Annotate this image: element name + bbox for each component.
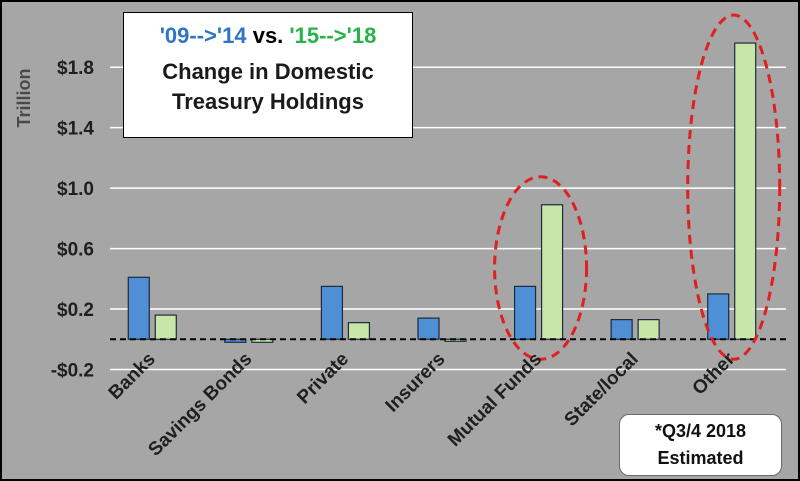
highlight-ellipses bbox=[493, 13, 782, 361]
y-tick-label: $0.2 bbox=[57, 300, 94, 321]
y-tick-label: $1.8 bbox=[57, 58, 94, 79]
bar-series2 bbox=[637, 319, 660, 340]
y-tick-label: $1.0 bbox=[57, 179, 94, 200]
bar-series2 bbox=[734, 42, 757, 340]
note-line2: Estimated bbox=[657, 448, 744, 468]
bar-series2 bbox=[540, 204, 564, 340]
series1-period: '09-->'14 bbox=[159, 23, 247, 48]
category-label: Savings Bonds bbox=[144, 349, 256, 461]
bar-series2 bbox=[347, 322, 371, 340]
chart-title-line2: Change in Domestic bbox=[162, 59, 374, 84]
category-label: Other bbox=[689, 348, 740, 399]
highlight-ellipse bbox=[686, 13, 782, 361]
highlight-ellipse bbox=[493, 175, 589, 361]
bar-series1 bbox=[707, 293, 730, 340]
y-tick-label: $0.6 bbox=[57, 240, 94, 261]
y-tick-label: $1.4 bbox=[57, 119, 94, 140]
y-axis-ticks: -$0.2 $0.2 $0.6 $1.0 $1.4 $1.8 bbox=[51, 58, 95, 381]
bar-series2 bbox=[154, 314, 177, 340]
bar-series1 bbox=[417, 317, 440, 340]
chart-title-box: '09-->'14 vs. '15-->'18 Change in Domest… bbox=[123, 12, 413, 138]
bar-series1 bbox=[127, 276, 150, 340]
note-line1: *Q3/4 2018 bbox=[654, 421, 747, 441]
title-vs: vs. bbox=[246, 23, 290, 48]
category-label: Private bbox=[293, 349, 353, 409]
y-axis-title: Trillion bbox=[14, 68, 34, 127]
chart-title-line3: Treasury Holdings bbox=[172, 89, 364, 114]
category-label: Insurers bbox=[382, 349, 450, 417]
bar-series1 bbox=[513, 285, 537, 340]
y-tick-label: -$0.2 bbox=[51, 361, 94, 382]
category-label: Banks bbox=[105, 349, 160, 404]
series2-period: '15-->'18 bbox=[289, 23, 377, 48]
estimate-note: *Q3/4 2018 Estimated bbox=[619, 414, 782, 476]
bar-series1 bbox=[320, 285, 344, 340]
category-label: Mutual Funds bbox=[444, 349, 546, 451]
chart-title-line1: '09-->'14 vs. '15-->'18 bbox=[124, 23, 412, 49]
bar-series1 bbox=[610, 319, 633, 340]
